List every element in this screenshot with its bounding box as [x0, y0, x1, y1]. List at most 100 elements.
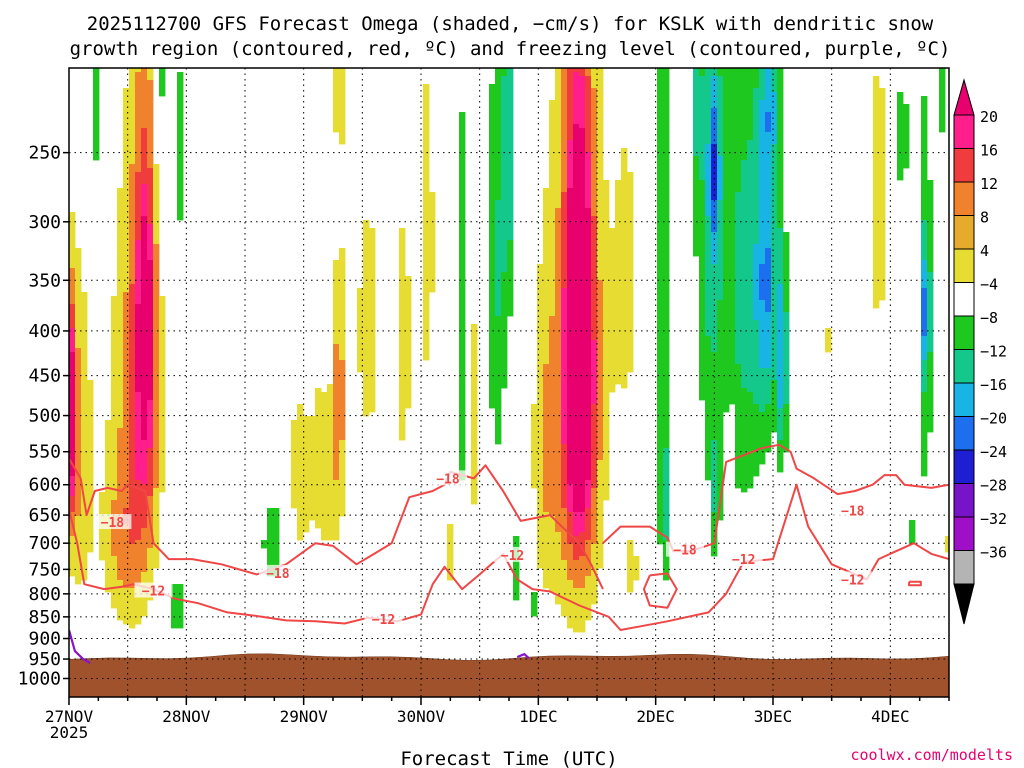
omega-cell — [501, 68, 508, 77]
omega-cell — [339, 360, 346, 441]
terrain-fill — [69, 653, 949, 697]
omega-cell — [141, 128, 148, 185]
omega-cell — [567, 580, 574, 629]
omega-cell — [585, 208, 592, 481]
omega-cell — [627, 540, 634, 593]
omega-cell — [105, 420, 112, 593]
colorbar-label: −20 — [980, 410, 1007, 428]
omega-cell — [369, 228, 376, 413]
omega-cell — [561, 444, 568, 509]
omega-cell — [753, 88, 760, 245]
omega-cell — [711, 512, 718, 557]
omega-cell — [471, 324, 478, 505]
omega-cell — [711, 200, 718, 233]
colorbar: 20 16 12 8 4 −4 −8 −12 −16 −20 −24 −28 −32 −36 — [953, 78, 1007, 625]
omega-cell — [561, 192, 568, 289]
omega-cell — [147, 400, 154, 449]
omega-cell — [75, 348, 82, 517]
omega-cell — [573, 124, 580, 513]
omega-cell — [591, 488, 598, 545]
omega-cell — [783, 232, 790, 313]
omega-cell — [333, 480, 340, 541]
omega-cell — [771, 144, 778, 381]
omega-cell — [591, 544, 598, 605]
y-tick-label: 750 — [28, 559, 61, 580]
omega-cell — [759, 412, 766, 465]
colorbar-label: 8 — [980, 209, 989, 227]
omega-cell — [873, 76, 880, 309]
dgz-contour-label: −18 — [673, 544, 697, 559]
dgz-contour-label: −12 — [372, 613, 395, 628]
omega-cell — [147, 260, 154, 401]
omega-cell — [657, 68, 664, 545]
omega-cell — [735, 192, 742, 365]
y-tick-label: 350 — [28, 270, 61, 291]
y-tick-label: 400 — [28, 321, 61, 342]
freezing-level-contour — [516, 652, 530, 660]
omega-cell — [147, 548, 154, 601]
omega-cell — [543, 188, 550, 365]
omega-cell — [753, 244, 760, 321]
omega-cell — [699, 180, 706, 401]
omega-cell — [93, 68, 100, 161]
omega-cell — [723, 68, 730, 413]
freezing-level-contour — [69, 629, 91, 664]
omega-cell — [705, 68, 712, 145]
omega-cell — [759, 68, 766, 101]
chart-title-line2: growth region (contoured, red, ºC) and f… — [70, 38, 951, 60]
omega-cell — [927, 180, 934, 273]
omega-cell — [531, 592, 538, 617]
x-tick-label: 4DEC — [871, 707, 910, 726]
omega-cell — [717, 300, 724, 521]
omega-cell — [753, 320, 760, 405]
dgz-contour-label: −12 — [732, 553, 755, 568]
omega-cell — [741, 160, 748, 389]
omega-cell — [69, 352, 76, 477]
colorbar-segment — [953, 483, 975, 518]
omega-cell — [339, 68, 346, 145]
omega-cell — [711, 144, 718, 201]
omega-cell — [921, 260, 928, 289]
omega-cell — [363, 220, 370, 417]
colorbar-segment — [953, 516, 975, 551]
contour-label-bg — [724, 551, 763, 567]
omega-cell — [591, 68, 598, 89]
omega-cell — [735, 68, 742, 193]
omega-cell — [699, 76, 706, 181]
colorbar-label: −12 — [980, 343, 1007, 361]
colorbar-segment — [953, 416, 975, 451]
colorbar-label: −36 — [980, 544, 1007, 562]
omega-cell — [135, 240, 142, 305]
omega-cell — [495, 200, 502, 317]
omega-cell — [627, 172, 634, 373]
omega-cell — [267, 508, 274, 577]
omega-cell — [147, 80, 154, 169]
omega-cell — [729, 68, 736, 405]
omega-cell — [561, 68, 568, 193]
omega-cell — [771, 92, 778, 145]
omega-cell — [945, 536, 949, 553]
colorbar-label: 20 — [980, 108, 998, 126]
omega-cell — [591, 404, 598, 489]
omega-cell — [135, 392, 142, 481]
omega-cell — [597, 460, 604, 569]
omega-cell — [147, 224, 154, 261]
x-axis-label: Forecast Time (UTC) — [400, 748, 617, 768]
y-tick-label: 600 — [28, 475, 61, 496]
omega-cell — [771, 68, 778, 93]
omega-cell — [147, 68, 154, 81]
omega-cell — [711, 264, 718, 353]
contour-label-layer: −18 −12 −18 −12 −18 −12 −18 −12 −18 −12 — [93, 470, 872, 628]
y-tick-label: 900 — [28, 629, 61, 650]
colorbar-label: −4 — [980, 276, 998, 294]
dgz-contour-label: −12 — [142, 585, 165, 600]
omega-cell — [939, 68, 946, 133]
omega-cell — [777, 284, 784, 409]
omega-cell — [447, 524, 454, 581]
omega-cell — [69, 328, 76, 353]
y-tick-label: 700 — [28, 533, 61, 554]
omega-cell — [177, 72, 184, 221]
omega-cell — [927, 352, 934, 433]
omega-cell — [765, 312, 772, 369]
omega-cell — [135, 480, 142, 541]
